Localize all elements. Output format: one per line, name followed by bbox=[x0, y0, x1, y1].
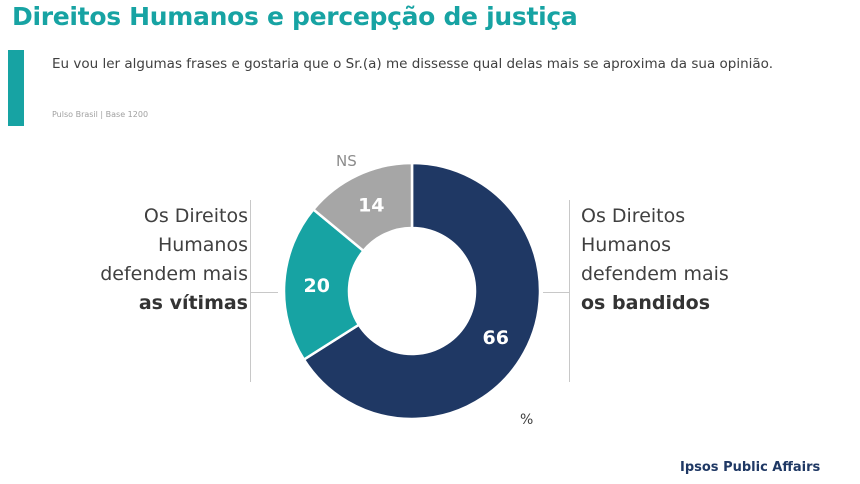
slice-ns-value-label: 14 bbox=[358, 195, 384, 217]
source-note: Pulso Brasil | Base 1200 bbox=[52, 110, 149, 119]
slice-vitimas-value-label: 20 bbox=[303, 275, 329, 297]
slice-ns bbox=[311, 161, 414, 253]
left-label-line-1: Os Direitos bbox=[143, 205, 248, 227]
left-label-line-2: Humanos bbox=[157, 234, 248, 256]
left-category-label: Os Direitos Humanos defendem mais as vít… bbox=[100, 202, 248, 318]
left-label-bold: as vítimas bbox=[138, 292, 248, 314]
brand-logo-text: Ipsos Public Affairs bbox=[680, 460, 821, 475]
left-divider-vertical bbox=[250, 200, 251, 382]
slice-bandidos bbox=[302, 161, 542, 421]
question-text: Eu vou ler algumas frases e gostaria que… bbox=[52, 56, 773, 72]
right-category-label: Os Direitos Humanos defendem mais os ban… bbox=[581, 202, 729, 318]
right-label-line-2: Humanos bbox=[581, 234, 672, 256]
unit-label: % bbox=[520, 412, 534, 428]
page-title: Direitos Humanos e percepção de justiça bbox=[12, 2, 578, 31]
left-divider-tick bbox=[250, 292, 278, 293]
right-label-bold: os bandidos bbox=[581, 292, 711, 314]
ns-label: NS bbox=[336, 152, 357, 170]
right-divider-tick bbox=[543, 292, 570, 293]
accent-bar bbox=[8, 50, 24, 126]
slice-vitimas bbox=[282, 207, 366, 362]
right-divider-vertical bbox=[569, 200, 570, 382]
right-label-line-1: Os Direitos bbox=[581, 205, 686, 227]
left-label-line-3: defendem mais bbox=[100, 263, 248, 285]
right-label-line-3: defendem mais bbox=[581, 263, 729, 285]
slice-bandidos-value-label: 66 bbox=[482, 327, 508, 349]
